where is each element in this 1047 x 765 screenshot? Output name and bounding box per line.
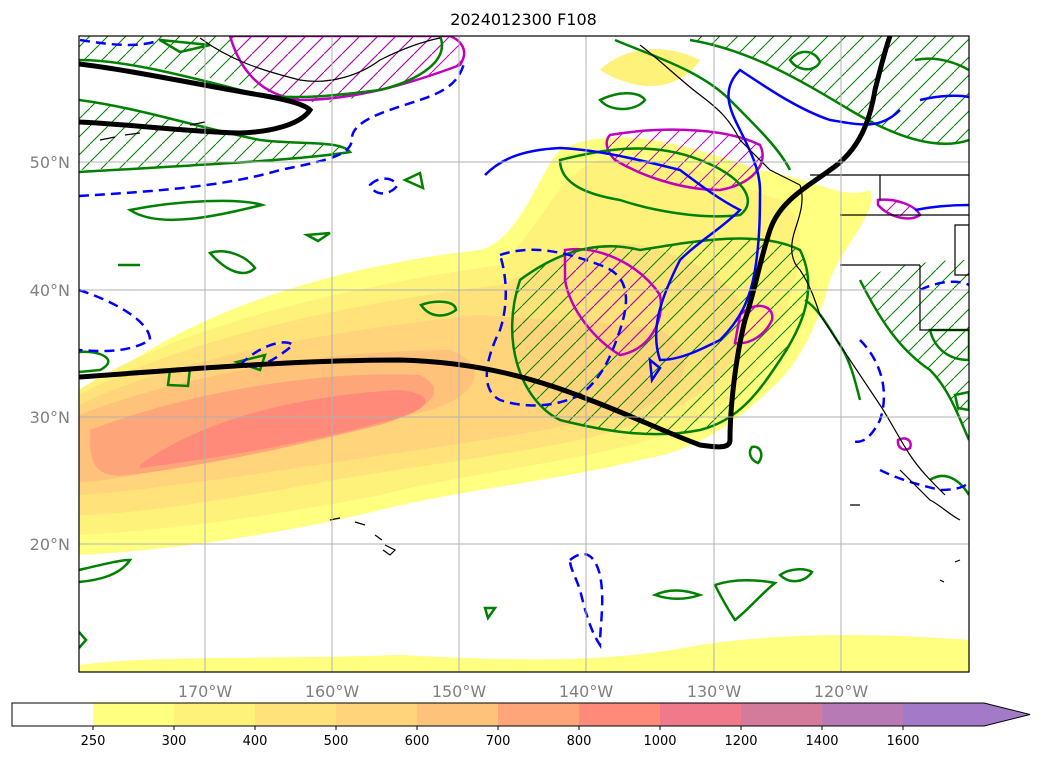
colorbar-tick-label: 1400 — [805, 734, 838, 749]
colorbar-segment — [660, 703, 742, 726]
lon-tick-label: 130°W — [687, 682, 742, 701]
map-content — [79, 36, 969, 672]
colorbar-tick-label: 1000 — [643, 734, 676, 749]
colorbar-segment — [93, 703, 175, 726]
ivt-800 — [140, 390, 426, 468]
colorbar-segment — [336, 703, 418, 726]
ivt-south-band — [79, 635, 969, 672]
lon-tick-labels: 170°W 160°W 150°W 140°W 130°W 120°W — [178, 682, 869, 701]
black-contour — [79, 36, 893, 450]
colorbar-segment — [498, 703, 580, 726]
colorbar-outline — [11, 702, 1031, 727]
colorbar-tick-label: 250 — [81, 734, 106, 749]
lat-tick-label: 30°N — [30, 408, 70, 427]
colorbar-tick-label: 800 — [567, 734, 592, 749]
colorbar-segment — [12, 703, 94, 726]
map-frame — [78, 35, 970, 673]
colorbar: 250 300 400 500 600 700 800 1000 1200 1400 1600 — [11, 702, 1031, 749]
lat-tick-label: 20°N — [30, 535, 70, 554]
lat-tick-labels: 50°N 40°N 30°N 20°N — [30, 153, 70, 554]
magenta-hatch-regions — [228, 36, 922, 451]
colorbar-tick-label: 400 — [243, 734, 268, 749]
lon-tick-label: 140°W — [559, 682, 614, 701]
ivt-north-patch — [600, 49, 700, 87]
lon-tick-label: 150°W — [432, 682, 487, 701]
colorbar-segment — [903, 703, 985, 726]
colorbar-segment — [822, 703, 904, 726]
lat-tick-label: 40°N — [30, 281, 70, 300]
coastlines — [99, 37, 969, 583]
lon-tick-label: 160°W — [305, 682, 360, 701]
colorbar-segment — [174, 703, 256, 726]
colorbar-tick-label: 1600 — [886, 734, 919, 749]
graticule — [79, 36, 969, 672]
colorbar-tick-label: 600 — [405, 734, 430, 749]
colorbar-tick-label: 1200 — [724, 734, 757, 749]
colorbar-tick-label: 500 — [324, 734, 349, 749]
map-title: 2024012300 F108 — [450, 10, 597, 29]
lon-tick-label: 170°W — [178, 682, 233, 701]
colorbar-segment — [255, 703, 337, 726]
lon-tick-label: 120°W — [814, 682, 869, 701]
colorbar-tick-label: 700 — [486, 734, 511, 749]
lat-tick-label: 50°N — [30, 153, 70, 172]
blue-contours — [79, 38, 969, 650]
colorbar-segment — [579, 703, 661, 726]
colorbar-segment — [741, 703, 823, 726]
colorbar-segment — [417, 703, 499, 726]
colorbar-tick-label: 300 — [162, 734, 187, 749]
colorbar-extend-arrow — [984, 703, 1030, 726]
